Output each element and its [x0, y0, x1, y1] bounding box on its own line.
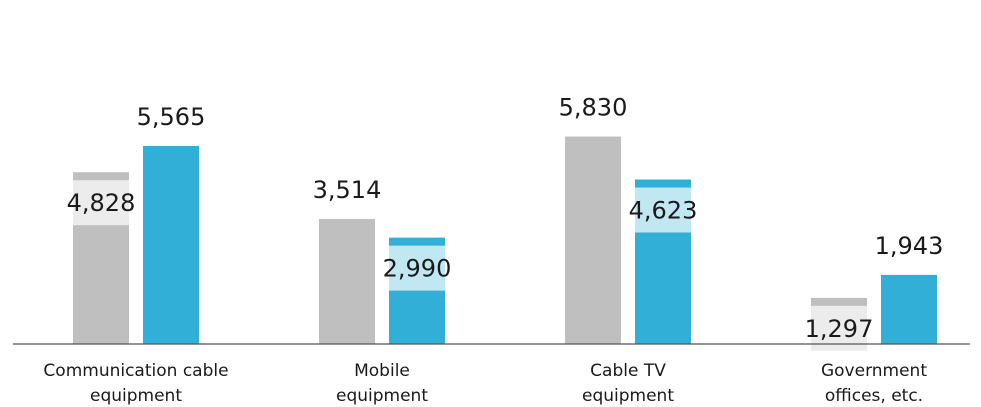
value-label: 4,623 — [629, 197, 698, 225]
x-tick-label: Communication cable — [43, 361, 228, 381]
value-label: 1,943 — [875, 232, 944, 260]
x-tick-label: Government — [821, 361, 927, 381]
bar — [565, 136, 621, 344]
bar — [319, 218, 375, 344]
label-box — [389, 245, 445, 291]
x-tick-label: offices, etc. — [825, 386, 923, 406]
bar — [143, 145, 199, 344]
x-tick-label: Cable TV — [590, 361, 666, 381]
value-label: 5,830 — [559, 94, 628, 122]
value-label: 5,565 — [137, 103, 206, 131]
value-label: 1,297 — [805, 315, 874, 343]
label-box — [635, 187, 691, 233]
x-tick-label: equipment — [582, 386, 674, 406]
bar — [881, 274, 937, 344]
label-box — [811, 305, 867, 351]
x-tick-label: equipment — [90, 386, 182, 406]
value-label: 4,828 — [67, 189, 136, 217]
value-label: 3,514 — [313, 176, 382, 204]
value-label: 2,990 — [383, 255, 452, 283]
x-tick-label: equipment — [336, 386, 428, 406]
x-tick-label: Mobile — [354, 361, 410, 381]
label-box — [73, 180, 129, 226]
